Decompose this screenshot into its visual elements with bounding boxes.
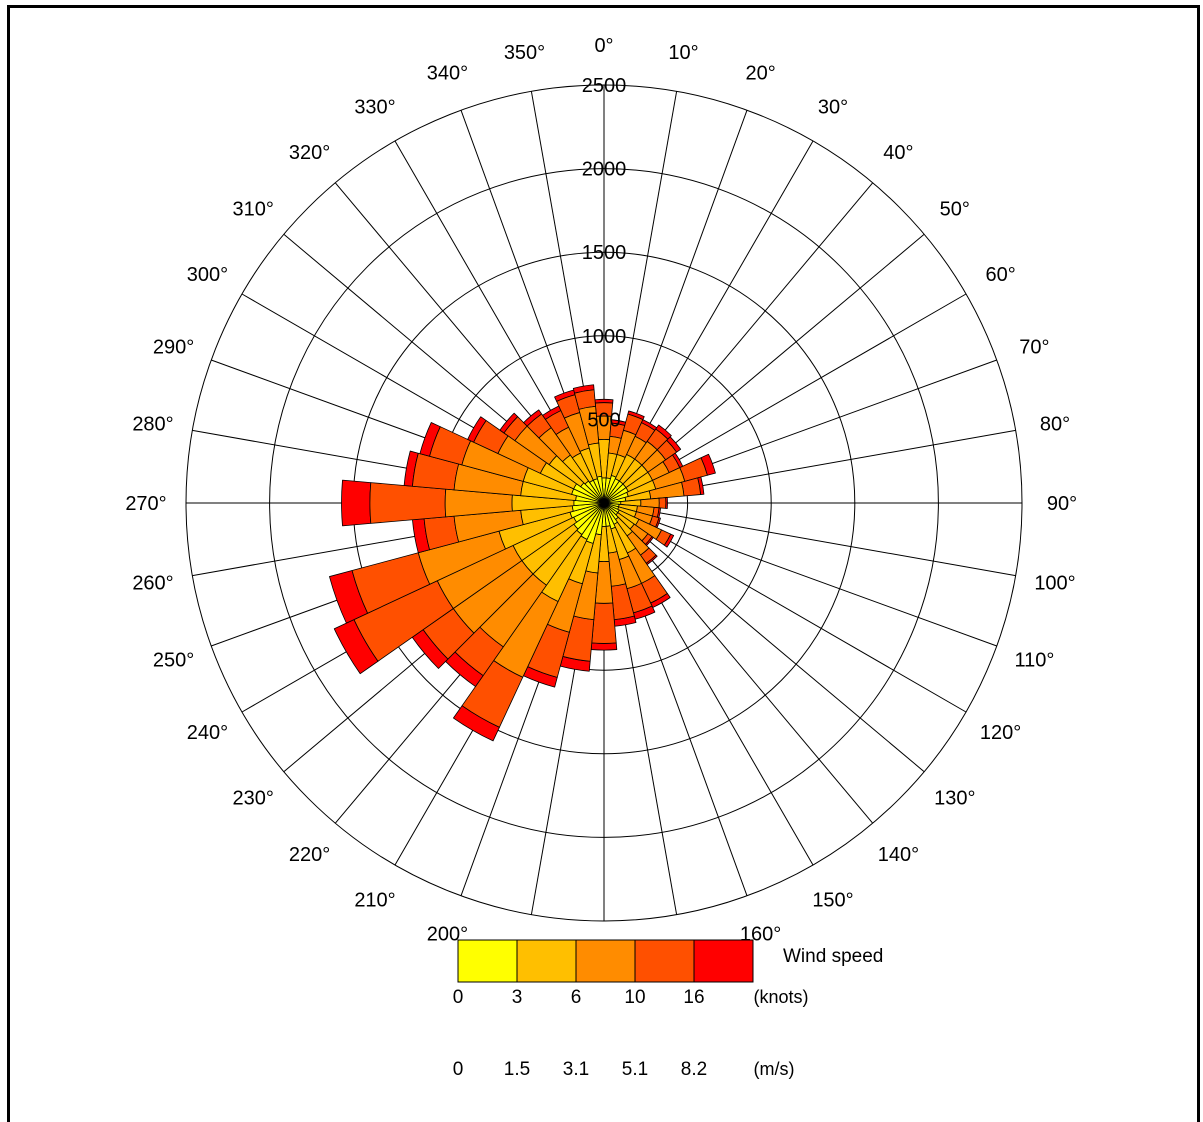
legend-ms-tick: 1.5 xyxy=(504,1059,530,1080)
legend-ms-unit: (m/s) xyxy=(754,1059,795,1079)
direction-label: 130° xyxy=(934,787,975,809)
direction-label: 0° xyxy=(594,35,613,57)
direction-label: 40° xyxy=(883,142,913,164)
direction-label: 110° xyxy=(1014,650,1054,672)
direction-label: 260° xyxy=(132,573,173,595)
legend-knots-tick: 6 xyxy=(571,987,582,1008)
legend-swatch-4 xyxy=(693,939,754,983)
legend-knots-tick: 10 xyxy=(624,987,645,1008)
direction-label: 270° xyxy=(125,493,166,515)
direction-label: 10° xyxy=(668,42,698,64)
direction-label: 350° xyxy=(504,42,545,64)
legend-knots-tick: 16 xyxy=(683,987,704,1008)
direction-label: 150° xyxy=(812,890,853,912)
legend-ms-tick: 5.1 xyxy=(622,1059,648,1080)
legend-title: Wind speed xyxy=(783,946,883,967)
legend-ms-ticks: 0 1.5 3.1 5.1 8.2 xyxy=(453,1059,708,1080)
wedge-270-bin-3 xyxy=(369,482,447,524)
legend-ms-tick: 8.2 xyxy=(681,1059,707,1080)
direction-label: 50° xyxy=(940,199,970,221)
direction-label: 210° xyxy=(354,890,395,912)
direction-label: 100° xyxy=(1034,573,1075,595)
wedge-350-bin-0 xyxy=(596,475,605,504)
spoke xyxy=(603,502,1016,577)
direction-label: 290° xyxy=(153,336,194,358)
direction-label: 250° xyxy=(153,650,194,672)
legend-knots-ticks: 0 3 6 10 16 xyxy=(453,987,705,1008)
wedge-90-bin-3 xyxy=(658,497,667,509)
radial-tick-labels: 500 1000 1500 2000 2500 xyxy=(582,75,627,431)
direction-label: 220° xyxy=(289,844,330,866)
direction-label: 120° xyxy=(980,722,1021,744)
direction-label: 310° xyxy=(233,199,274,221)
direction-label: 90° xyxy=(1047,493,1077,515)
direction-label: 70° xyxy=(1019,336,1049,358)
direction-label: 140° xyxy=(878,844,919,866)
legend: 0 3 6 10 16 (knots) Wind speed 0 1.5 3.1 5.1 8.2… xyxy=(453,939,883,1080)
wedge-180-bin-4 xyxy=(590,642,618,651)
legend-ms-tick: 3.1 xyxy=(563,1059,589,1080)
direction-label: 300° xyxy=(187,264,228,286)
direction-label: 30° xyxy=(818,96,848,118)
radial-tick-2500: 2500 xyxy=(582,75,627,97)
legend-knots-tick: 3 xyxy=(512,987,523,1008)
direction-label: 330° xyxy=(354,96,395,118)
spoke xyxy=(603,502,925,773)
legend-color-bar xyxy=(457,939,754,983)
legend-ms-tick: 0 xyxy=(453,1059,464,1080)
radial-tick-2000: 2000 xyxy=(582,159,627,181)
direction-label: 280° xyxy=(132,414,173,436)
legend-swatch-0 xyxy=(457,939,518,983)
direction-label: 340° xyxy=(427,63,468,85)
direction-label: 80° xyxy=(1040,414,1070,436)
legend-knots-unit: (knots) xyxy=(753,987,808,1007)
direction-label: 20° xyxy=(745,63,775,85)
direction-label: 230° xyxy=(233,787,274,809)
radial-tick-500: 500 xyxy=(587,409,620,431)
wedge-270-bin-4 xyxy=(341,479,372,527)
spoke xyxy=(603,502,997,647)
legend-knots-tick: 0 xyxy=(453,987,464,1008)
radial-tick-1000: 1000 xyxy=(582,326,627,348)
direction-label: 60° xyxy=(985,264,1015,286)
wedge-180-bin-3 xyxy=(591,602,617,644)
direction-label: 320° xyxy=(289,142,330,164)
radial-tick-1500: 1500 xyxy=(582,242,627,264)
wind-rose-wedges xyxy=(329,384,716,742)
direction-label: 240° xyxy=(187,722,228,744)
chart-frame xyxy=(7,5,1200,1122)
direction-labels: 0° 10° 20° 30° 40° 50° 60° 70° 80° 90° 100° 110° 120… xyxy=(125,35,1077,973)
legend-swatch-3 xyxy=(634,939,695,983)
legend-swatch-2 xyxy=(575,939,636,983)
legend-swatch-1 xyxy=(516,939,577,983)
